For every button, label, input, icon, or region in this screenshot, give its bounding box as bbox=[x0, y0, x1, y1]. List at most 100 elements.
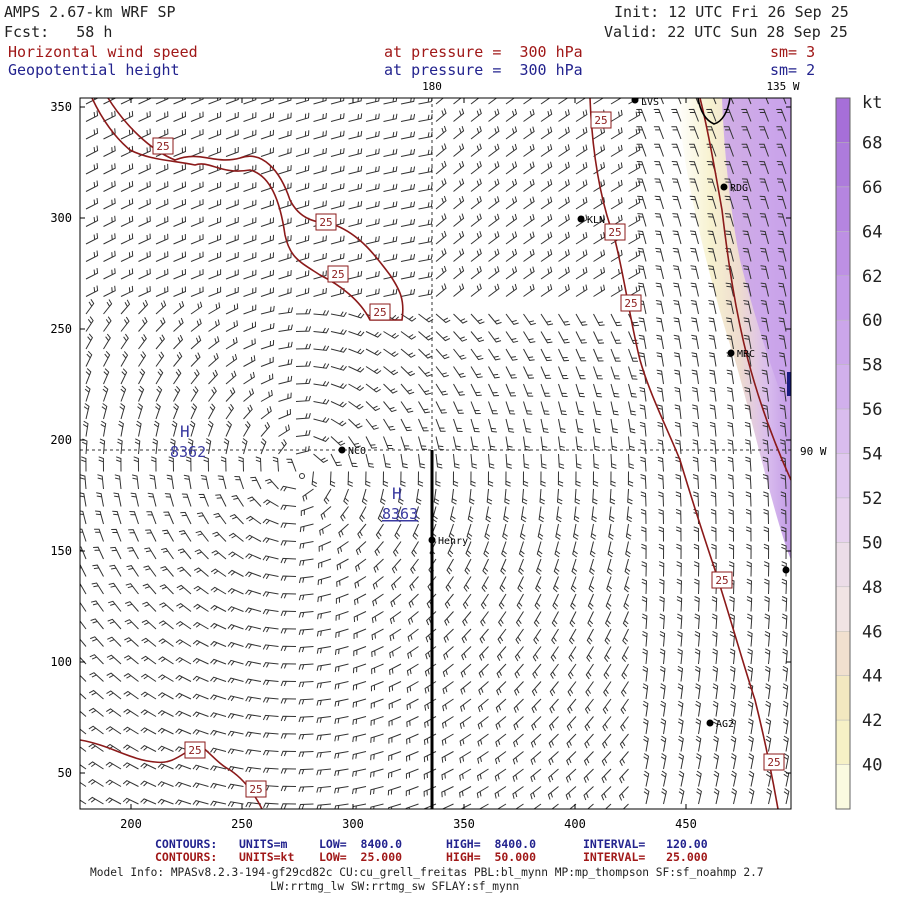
wind-barb bbox=[365, 366, 382, 375]
x-tick-label: 350 bbox=[453, 817, 475, 831]
wind-barb bbox=[709, 421, 717, 437]
wind-barb bbox=[348, 453, 358, 468]
wind-barb bbox=[120, 215, 134, 227]
wind-barb bbox=[742, 247, 752, 262]
wind-barb bbox=[103, 215, 116, 227]
wind-barb bbox=[707, 195, 717, 210]
wind-barb bbox=[400, 253, 416, 262]
wind-barb bbox=[566, 733, 577, 749]
contours-row2-low: LOW= 25.000 bbox=[319, 850, 403, 864]
wind-barb bbox=[88, 689, 104, 700]
wind-barb bbox=[130, 492, 139, 507]
wind-barb bbox=[610, 127, 623, 140]
wind-barb bbox=[776, 126, 787, 140]
wind-barb bbox=[245, 731, 262, 738]
wind-barb bbox=[655, 230, 664, 245]
wind-barb bbox=[730, 700, 736, 717]
wind-barb bbox=[638, 334, 647, 350]
wind-barb bbox=[625, 523, 632, 540]
wind-barb bbox=[243, 338, 256, 350]
wind-barb bbox=[92, 564, 104, 577]
wind-barb bbox=[488, 366, 500, 379]
wind-barb bbox=[540, 266, 553, 280]
wind-barb bbox=[470, 471, 476, 487]
wind-barb bbox=[334, 786, 349, 794]
wind-barb bbox=[505, 471, 511, 487]
wind-barb bbox=[398, 488, 404, 505]
wind-barb bbox=[103, 110, 116, 122]
wind-barb bbox=[120, 268, 134, 280]
wind-barb bbox=[657, 474, 664, 490]
wind-barb bbox=[122, 762, 139, 770]
wind-barb bbox=[355, 541, 367, 556]
wind-barb bbox=[262, 679, 279, 686]
wind-barb bbox=[365, 436, 377, 449]
wind-barb bbox=[442, 663, 454, 677]
contour-label-box bbox=[763, 753, 785, 771]
wind-barb bbox=[95, 510, 104, 525]
wind-barb bbox=[488, 348, 501, 361]
wind-barb bbox=[640, 474, 647, 490]
wind-barb bbox=[552, 593, 559, 610]
wind-barb bbox=[278, 392, 292, 402]
wind-barb bbox=[575, 471, 581, 487]
wind-barb bbox=[243, 355, 256, 367]
wind-barb bbox=[693, 491, 699, 507]
contour-label: 25 bbox=[156, 140, 169, 153]
wind-barb bbox=[746, 526, 752, 542]
wind-barb bbox=[691, 352, 699, 367]
wind-barb bbox=[460, 663, 472, 678]
wind-barb bbox=[713, 98, 717, 105]
wind-barb bbox=[295, 287, 310, 297]
wind-barb bbox=[388, 803, 402, 809]
wind-barb bbox=[400, 131, 416, 140]
wind-barb bbox=[313, 165, 327, 175]
wind-barb bbox=[387, 786, 402, 796]
wind-barb bbox=[505, 313, 519, 325]
wind-barb bbox=[575, 453, 582, 469]
wind-barb bbox=[459, 786, 472, 798]
wind-barb bbox=[316, 786, 332, 793]
wind-barb bbox=[523, 418, 532, 433]
wind-barb bbox=[120, 285, 134, 297]
wind-barb bbox=[195, 530, 209, 542]
wind-barb bbox=[556, 488, 563, 505]
wind-barb bbox=[123, 672, 139, 682]
wind-barb bbox=[246, 515, 262, 525]
wind-barb bbox=[593, 144, 606, 157]
wind-barb bbox=[319, 523, 332, 536]
wind-barb bbox=[558, 284, 570, 297]
wind-barb bbox=[674, 421, 682, 437]
wind-barb bbox=[690, 265, 699, 280]
wind-barb bbox=[227, 801, 244, 807]
wind-barb bbox=[85, 145, 99, 157]
wind-barb bbox=[140, 798, 157, 805]
wind-barb bbox=[228, 532, 244, 542]
wind-barb bbox=[517, 576, 524, 593]
wind-barb bbox=[586, 646, 594, 662]
wind-barb bbox=[400, 418, 412, 432]
wind-barb bbox=[677, 700, 684, 717]
wind-barb bbox=[389, 628, 402, 641]
wind-barb bbox=[540, 214, 553, 227]
colorbar-label: 46 bbox=[862, 622, 882, 642]
wind-barb bbox=[523, 126, 535, 140]
wind-barb bbox=[313, 398, 330, 405]
wind-barb bbox=[193, 585, 209, 595]
wind-barb bbox=[138, 111, 151, 122]
wind-barb bbox=[435, 195, 447, 210]
wind-barb bbox=[610, 284, 623, 297]
wind-barb bbox=[175, 781, 192, 788]
x-tick-label: 300 bbox=[342, 817, 364, 831]
colorbar-label: 60 bbox=[862, 311, 882, 331]
wind-barb bbox=[628, 418, 636, 434]
x-tick-label: 450 bbox=[675, 817, 697, 831]
wind-barb bbox=[152, 438, 158, 455]
wind-barb bbox=[388, 716, 402, 727]
wind-barb bbox=[190, 286, 204, 297]
contours-row1-low: LOW= 8400.0 bbox=[319, 837, 403, 851]
wind-barb bbox=[488, 196, 500, 210]
wind-barb bbox=[575, 366, 586, 380]
wind-barb bbox=[370, 698, 384, 709]
